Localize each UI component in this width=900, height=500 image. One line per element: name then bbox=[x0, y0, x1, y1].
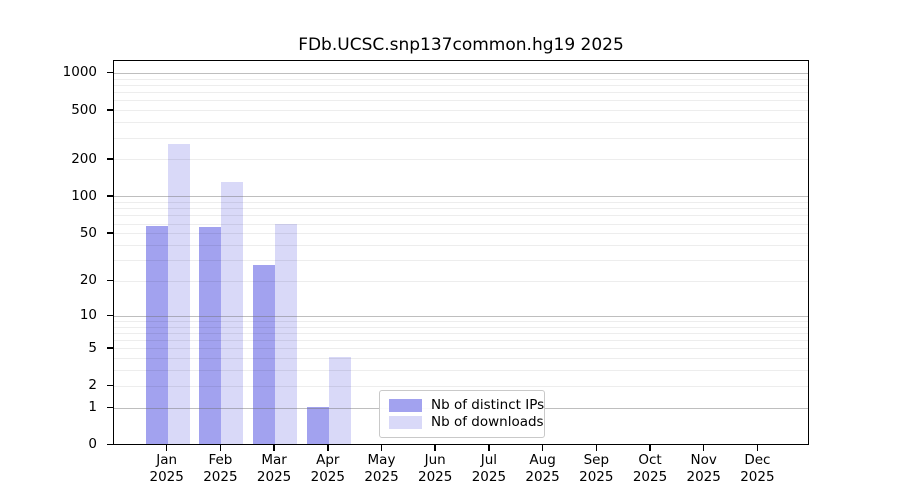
legend-swatch-downloads-icon bbox=[389, 416, 422, 429]
gridline-2 bbox=[114, 385, 808, 387]
x-tick-apr bbox=[327, 445, 329, 451]
bar-downloads-mar bbox=[275, 224, 298, 444]
x-tick-label-jul: Jul 2025 bbox=[471, 452, 507, 485]
bar-distinct-ips-apr bbox=[306, 406, 329, 444]
gridline-100 bbox=[114, 196, 808, 198]
y-tick-label-0: 0 bbox=[88, 436, 97, 453]
y-tick-200 bbox=[107, 158, 113, 160]
x-tick-label-dec: Dec 2025 bbox=[740, 452, 775, 485]
x-tick-jul bbox=[488, 445, 490, 451]
x-tick-label-nov: Nov 2025 bbox=[686, 452, 721, 485]
gridline-50 bbox=[114, 233, 808, 235]
y-tick-0 bbox=[107, 443, 113, 446]
bar-downloads-apr bbox=[328, 357, 351, 444]
x-tick-label-jun: Jun 2025 bbox=[418, 452, 453, 485]
gridline-8 bbox=[114, 326, 808, 328]
gridline-4 bbox=[114, 358, 808, 360]
gridline-6 bbox=[114, 340, 808, 342]
gridline-400 bbox=[114, 122, 808, 124]
gridline-20 bbox=[114, 280, 808, 282]
x-tick-label-aug: Aug 2025 bbox=[525, 452, 560, 485]
x-tick-sep bbox=[595, 445, 598, 451]
x-tick-feb bbox=[219, 445, 222, 451]
gridline-60 bbox=[114, 223, 808, 225]
x-tick-label-may: May 2025 bbox=[364, 452, 399, 485]
gridline-7 bbox=[114, 332, 808, 334]
gridline-10 bbox=[114, 315, 808, 317]
x-tick-nov bbox=[702, 445, 705, 451]
y-tick-label-200: 200 bbox=[71, 150, 97, 167]
gridline-80 bbox=[114, 208, 808, 210]
legend: Nb of distinct IPs Nb of downloads bbox=[379, 390, 545, 438]
gridline-1000 bbox=[114, 72, 808, 74]
y-tick-label-500: 500 bbox=[71, 101, 97, 118]
x-tick-dec bbox=[756, 445, 759, 451]
y-tick-10 bbox=[107, 314, 113, 317]
gridline-500 bbox=[114, 110, 808, 112]
x-tick-oct bbox=[649, 445, 651, 451]
gridline-5 bbox=[114, 348, 808, 350]
y-tick-2 bbox=[107, 384, 113, 387]
y-tick-100 bbox=[107, 195, 113, 197]
x-tick-aug bbox=[541, 445, 544, 451]
gridline-700 bbox=[114, 92, 808, 94]
gridline-200 bbox=[114, 159, 808, 161]
y-tick-label-100: 100 bbox=[71, 187, 97, 204]
gridline-800 bbox=[114, 84, 808, 86]
gridline-70 bbox=[114, 215, 808, 217]
bar-downloads-jan bbox=[167, 144, 190, 444]
gridline-600 bbox=[114, 100, 808, 102]
gridline-9 bbox=[114, 320, 808, 322]
y-tick-label-5: 5 bbox=[88, 339, 97, 356]
x-tick-jun bbox=[434, 445, 436, 451]
legend-swatch-distinct-ips-icon bbox=[389, 399, 422, 412]
x-tick-may bbox=[380, 445, 383, 451]
bar-distinct-ips-feb bbox=[199, 227, 222, 444]
x-tick-mar bbox=[273, 445, 275, 451]
gridline-300 bbox=[114, 137, 808, 139]
y-tick-50 bbox=[107, 232, 113, 234]
x-tick-label-mar: Mar 2025 bbox=[256, 452, 292, 485]
y-tick-label-2: 2 bbox=[88, 377, 97, 394]
bar-downloads-feb bbox=[221, 181, 244, 444]
y-tick-label-10: 10 bbox=[79, 307, 97, 324]
plot-area: Nb of distinct IPs Nb of downloads bbox=[113, 60, 809, 445]
legend-label-distinct-ips: Nb of distinct IPs bbox=[431, 397, 545, 413]
x-tick-label-jan: Jan 2025 bbox=[149, 452, 184, 485]
bars-layer bbox=[114, 61, 808, 444]
y-tick-label-20: 20 bbox=[79, 272, 97, 289]
gridline-900 bbox=[114, 78, 808, 80]
y-tick-20 bbox=[107, 279, 113, 282]
y-tick-label-1: 1 bbox=[88, 399, 97, 416]
y-tick-500 bbox=[107, 109, 113, 111]
y-tick-label-1000: 1000 bbox=[62, 64, 97, 81]
x-tick-jan bbox=[165, 445, 168, 451]
gridline-3 bbox=[114, 370, 808, 372]
bar-distinct-ips-jan bbox=[145, 226, 168, 444]
x-tick-label-oct: Oct 2025 bbox=[632, 452, 668, 485]
legend-label-downloads: Nb of downloads bbox=[431, 414, 544, 430]
legend-row-distinct-ips: Nb of distinct IPs bbox=[389, 397, 544, 414]
gridline-90 bbox=[114, 201, 808, 203]
y-tick-1000 bbox=[107, 71, 113, 74]
chart-title: FDb.UCSC.snp137common.hg19 2025 bbox=[298, 35, 624, 55]
x-tick-label-apr: Apr 2025 bbox=[310, 452, 345, 485]
gridline-30 bbox=[114, 259, 808, 261]
x-tick-label-feb: Feb 2025 bbox=[203, 452, 238, 485]
x-tick-label-sep: Sep 2025 bbox=[579, 452, 614, 485]
legend-row-downloads: Nb of downloads bbox=[389, 414, 544, 431]
y-tick-5 bbox=[107, 347, 113, 349]
y-tick-1 bbox=[107, 406, 113, 409]
gridline-40 bbox=[114, 244, 808, 246]
grid-layer bbox=[114, 61, 808, 444]
y-tick-label-50: 50 bbox=[79, 224, 97, 241]
bar-distinct-ips-mar bbox=[253, 264, 276, 444]
